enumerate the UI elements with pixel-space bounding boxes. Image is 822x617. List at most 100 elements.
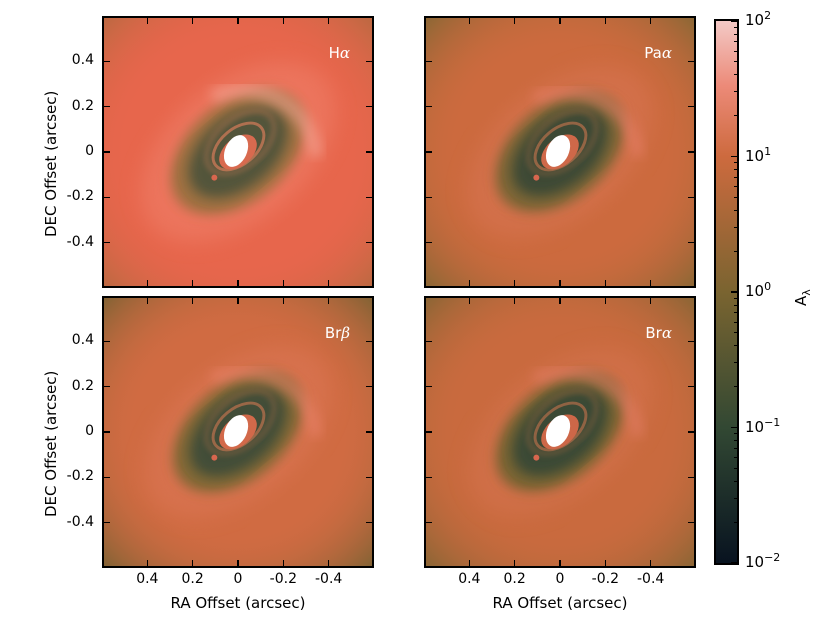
colorbar-minor-tick	[734, 250, 738, 252]
x-tick-mark	[327, 298, 330, 304]
colorbar-minor-tick	[734, 91, 738, 93]
y-tick-mark	[366, 385, 372, 388]
colorbar-label: Aλ	[792, 289, 813, 306]
zero-tick-mark	[366, 431, 372, 433]
x-tick-mark	[146, 280, 149, 286]
y-tick-mark	[688, 521, 694, 524]
y-tick-mark	[104, 60, 110, 63]
x-tick-mark	[649, 560, 652, 566]
x-tick-mark	[146, 560, 149, 566]
colorbar-minor-tick	[734, 209, 738, 211]
panel-brbeta: Brβ	[102, 296, 374, 568]
y-tick-mark	[104, 385, 110, 388]
x-tick-label: -0.2	[591, 571, 619, 587]
y-tick-label: 0	[85, 143, 94, 159]
x-tick-mark	[282, 560, 285, 566]
zero-tick-mark	[559, 560, 561, 566]
y-tick-label: 0	[85, 423, 94, 439]
colorbar-minor-tick	[734, 33, 738, 35]
zero-tick-mark	[237, 298, 239, 304]
colorbar-minor-tick	[734, 312, 738, 314]
zero-tick-mark	[688, 151, 694, 153]
colorbar-minor-tick	[734, 41, 738, 43]
colorbar-minor-tick	[734, 447, 738, 449]
y-tick-mark	[688, 241, 694, 244]
x-tick-mark	[146, 18, 149, 24]
x-tick-mark	[146, 298, 149, 304]
y-tick-mark	[688, 476, 694, 479]
panel-bralpha: Brα	[424, 296, 696, 568]
x-tick-label: 0.2	[181, 571, 204, 587]
y-tick-mark	[688, 60, 694, 63]
colorbar-minor-tick	[734, 321, 738, 323]
y-tick-mark	[688, 105, 694, 108]
x-tick-mark	[468, 18, 471, 24]
colorbar-minor-tick	[734, 226, 738, 228]
y-tick-label: -0.4	[66, 513, 94, 530]
colorbar-minor-tick	[734, 196, 738, 198]
colorbar-minor-tick	[734, 26, 738, 28]
y-tick-mark	[426, 105, 432, 108]
colorbar-minor-tick	[734, 440, 738, 442]
colorbar-minor-tick	[734, 297, 738, 299]
y-tick-mark	[104, 241, 110, 244]
colorbar-tick-label: 102	[745, 9, 772, 29]
x-tick-mark	[649, 280, 652, 286]
colorbar-minor-tick	[734, 115, 738, 117]
x-axis-title-left: RA Offset (arcsec)	[170, 594, 306, 612]
colorbar-major-tick	[731, 291, 739, 293]
x-tick-mark	[282, 298, 285, 304]
y-tick-mark	[366, 521, 372, 524]
colorbar-minor-tick	[734, 186, 738, 188]
colorbar-minor-tick	[734, 521, 738, 523]
colorbar-tick-label: 101	[745, 144, 772, 165]
colorbar-minor-tick	[734, 176, 738, 178]
zero-tick-mark	[559, 298, 561, 304]
y-tick-mark	[426, 476, 432, 479]
colorbar-tick-label: 10−1	[745, 415, 781, 436]
y-tick-mark	[104, 196, 110, 199]
x-tick-mark	[327, 560, 330, 566]
x-tick-mark	[327, 18, 330, 24]
y-tick-mark	[104, 105, 110, 108]
x-tick-mark	[604, 298, 607, 304]
colorbar-minor-tick	[734, 457, 738, 459]
y-tick-mark	[426, 340, 432, 343]
colorbar-minor-tick	[734, 74, 738, 76]
zero-tick-mark	[237, 560, 239, 566]
colorbar-minor-tick	[734, 162, 738, 164]
x-tick-label: 0	[555, 571, 565, 587]
colorbar-minor-tick	[734, 50, 738, 52]
y-tick-mark	[366, 105, 372, 108]
colorbar-minor-tick	[734, 497, 738, 499]
zero-tick-mark	[426, 151, 432, 153]
zero-tick-mark	[237, 18, 239, 24]
x-tick-mark	[604, 280, 607, 286]
x-tick-mark	[604, 560, 607, 566]
zero-tick-mark	[237, 280, 239, 286]
colorbar-minor-tick	[734, 386, 738, 388]
y-tick-label: 0.4	[71, 332, 94, 349]
x-tick-mark	[282, 18, 285, 24]
colorbar-major-tick	[731, 426, 739, 429]
zero-tick-mark	[366, 151, 372, 153]
x-tick-label: -0.4	[314, 571, 343, 587]
y-tick-mark	[366, 241, 372, 244]
x-tick-mark	[191, 560, 194, 566]
disk-image-paalpha	[426, 18, 694, 286]
x-tick-label: 0.4	[136, 571, 159, 587]
x-tick-mark	[649, 18, 652, 24]
x-tick-label: -0.4	[636, 571, 665, 587]
colorbar-major-tick	[731, 155, 739, 158]
panel-label-halpha: Hα	[328, 44, 350, 62]
disk-image-bralpha	[426, 298, 694, 566]
colorbar-minor-tick	[734, 433, 738, 435]
x-tick-mark	[513, 298, 516, 304]
x-axis-title-right: RA Offset (arcsec)	[492, 594, 628, 612]
x-tick-mark	[513, 560, 516, 566]
y-tick-mark	[688, 196, 694, 199]
colorbar-minor-tick	[734, 345, 738, 347]
disk-image-brbeta	[104, 298, 372, 566]
panel-halpha: Hα	[102, 16, 374, 288]
x-tick-label: 0.2	[503, 571, 526, 587]
